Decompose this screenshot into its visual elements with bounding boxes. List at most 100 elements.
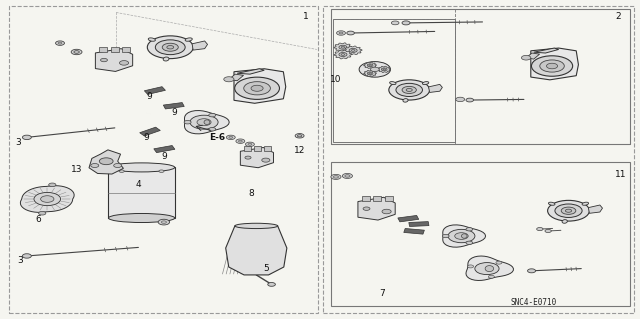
Circle shape <box>392 21 399 25</box>
Circle shape <box>248 143 252 145</box>
Bar <box>362 196 370 201</box>
Ellipse shape <box>422 82 429 85</box>
Circle shape <box>396 83 422 97</box>
Circle shape <box>34 192 61 206</box>
Bar <box>108 167 175 218</box>
Text: 11: 11 <box>615 170 627 179</box>
Circle shape <box>547 63 557 69</box>
Polygon shape <box>140 127 160 136</box>
Circle shape <box>367 64 373 67</box>
Circle shape <box>468 265 474 268</box>
Text: 2: 2 <box>616 12 621 21</box>
Bar <box>385 196 393 201</box>
Circle shape <box>91 164 99 167</box>
Circle shape <box>527 269 536 273</box>
Polygon shape <box>404 228 424 234</box>
Text: 1: 1 <box>303 12 309 21</box>
Ellipse shape <box>548 202 555 205</box>
Circle shape <box>235 77 280 100</box>
Circle shape <box>40 196 54 202</box>
Ellipse shape <box>148 38 156 41</box>
Polygon shape <box>334 50 352 59</box>
Text: 9: 9 <box>161 152 167 161</box>
Circle shape <box>382 209 391 214</box>
Polygon shape <box>534 48 559 53</box>
Circle shape <box>119 170 124 173</box>
Bar <box>111 47 119 52</box>
Circle shape <box>209 128 216 131</box>
Circle shape <box>162 43 179 51</box>
Bar <box>99 47 108 52</box>
Circle shape <box>337 31 346 35</box>
Bar <box>244 146 251 151</box>
Ellipse shape <box>108 213 175 223</box>
Polygon shape <box>409 222 429 226</box>
Bar <box>323 6 634 313</box>
Circle shape <box>545 229 551 233</box>
Bar <box>122 47 131 52</box>
Text: E-6: E-6 <box>209 133 225 142</box>
Circle shape <box>466 241 473 244</box>
Circle shape <box>268 283 275 286</box>
Circle shape <box>298 135 302 137</box>
Ellipse shape <box>582 202 589 205</box>
Circle shape <box>383 69 385 70</box>
Text: 7: 7 <box>380 289 385 298</box>
Text: 9: 9 <box>144 133 150 143</box>
Circle shape <box>455 233 468 239</box>
Circle shape <box>227 135 236 140</box>
Ellipse shape <box>235 223 278 228</box>
Circle shape <box>347 31 355 35</box>
Polygon shape <box>364 62 376 69</box>
Circle shape <box>339 32 343 34</box>
Circle shape <box>339 53 347 56</box>
Text: 13: 13 <box>71 165 83 174</box>
Text: 3: 3 <box>16 137 22 147</box>
Circle shape <box>381 68 387 71</box>
Circle shape <box>496 261 502 264</box>
Circle shape <box>184 121 191 124</box>
Polygon shape <box>89 150 124 174</box>
Polygon shape <box>358 197 395 220</box>
Circle shape <box>402 86 417 93</box>
Polygon shape <box>531 48 579 80</box>
Polygon shape <box>192 41 207 50</box>
Ellipse shape <box>185 38 192 41</box>
Polygon shape <box>526 53 540 59</box>
Circle shape <box>466 98 474 102</box>
Circle shape <box>565 209 572 212</box>
Circle shape <box>406 88 412 92</box>
Text: 5: 5 <box>263 264 269 273</box>
Bar <box>373 196 381 201</box>
Circle shape <box>49 183 56 187</box>
Circle shape <box>333 176 339 178</box>
Circle shape <box>448 229 475 243</box>
Circle shape <box>339 45 347 49</box>
Circle shape <box>466 228 473 231</box>
Circle shape <box>341 54 345 56</box>
Circle shape <box>351 49 355 51</box>
Circle shape <box>58 42 62 44</box>
Circle shape <box>120 61 129 65</box>
Circle shape <box>22 254 31 258</box>
Circle shape <box>540 60 564 72</box>
Circle shape <box>224 77 234 82</box>
Circle shape <box>522 56 531 60</box>
Circle shape <box>158 219 170 225</box>
Polygon shape <box>443 225 486 247</box>
Polygon shape <box>229 74 244 81</box>
Bar <box>254 146 261 151</box>
Ellipse shape <box>485 266 493 271</box>
Circle shape <box>22 135 31 140</box>
Bar <box>264 146 271 151</box>
Polygon shape <box>466 256 513 280</box>
Circle shape <box>262 158 270 162</box>
Circle shape <box>56 41 65 45</box>
Text: 9: 9 <box>172 108 177 117</box>
Circle shape <box>209 113 216 117</box>
Circle shape <box>295 134 304 138</box>
Text: 12: 12 <box>294 146 305 155</box>
Polygon shape <box>237 69 264 74</box>
Circle shape <box>402 21 410 25</box>
Ellipse shape <box>204 120 210 124</box>
